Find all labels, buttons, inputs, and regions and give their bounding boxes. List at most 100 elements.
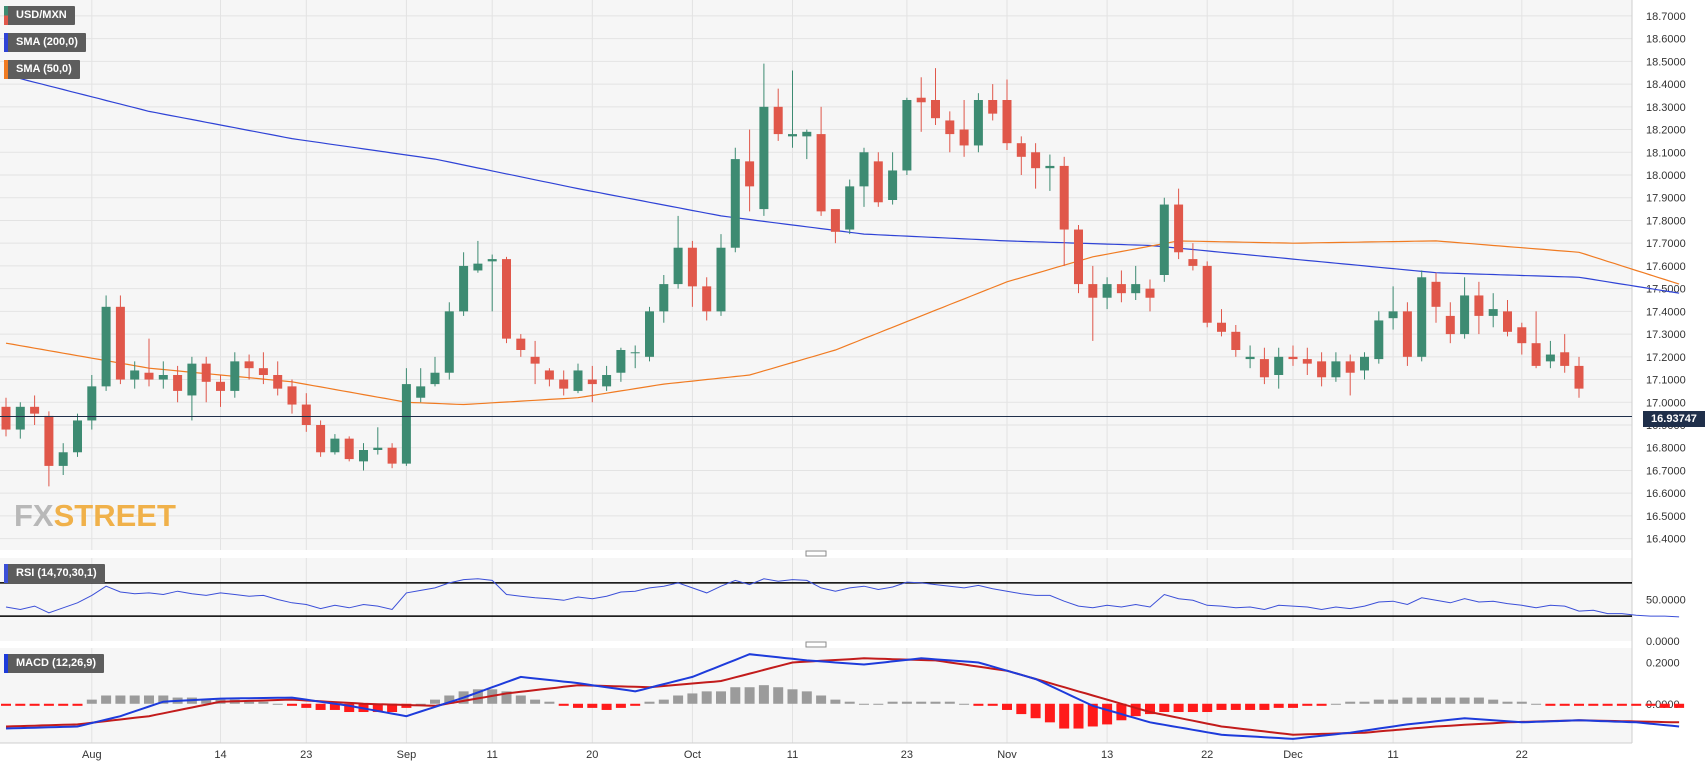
legend-macd[interactable]: MACD (12,26,9) <box>4 654 105 673</box>
legend-rsi[interactable]: RSI (14,70,30,1) <box>4 564 105 583</box>
y-tick-label: 18.0000 <box>1646 170 1686 182</box>
macd-histogram-bar <box>58 703 69 706</box>
fxstreet-logo: FXSTREET <box>14 498 176 534</box>
rsi-line <box>5 578 1680 618</box>
macd-histogram-bar <box>1273 703 1284 708</box>
macd-histogram-bar <box>344 703 355 713</box>
candle-body <box>773 106 783 135</box>
macd-histogram-bar <box>515 695 526 704</box>
legend-sma50[interactable]: SMA (50,0) <box>4 60 80 79</box>
macd-histogram-bar <box>501 691 512 704</box>
candle-body <box>230 361 240 391</box>
candle-body <box>630 352 640 354</box>
macd-histogram-bar <box>1002 703 1012 710</box>
macd-histogram-bar <box>201 699 212 704</box>
macd-histogram-bar <box>1087 703 1098 727</box>
legend-sma200[interactable]: SMA (200,0) <box>4 33 86 52</box>
macd-histogram-bar <box>1159 703 1170 713</box>
macd-histogram-bar <box>1459 697 1470 704</box>
macd-histogram-bar <box>987 703 998 706</box>
candle-body <box>1002 100 1012 144</box>
macd-histogram-bar <box>1645 703 1656 706</box>
resize-handle-1[interactable] <box>805 550 827 557</box>
candle-body <box>1145 288 1155 298</box>
legend-sma50-label: SMA (50,0) <box>16 63 72 75</box>
y-tick-label: 16.8000 <box>1646 443 1686 455</box>
candle-body <box>1174 204 1184 253</box>
candle-body <box>659 284 669 312</box>
y-tick-label: 17.9000 <box>1646 193 1686 205</box>
macd-histogram-bar <box>615 703 626 708</box>
y-tick-label: 18.6000 <box>1646 34 1686 46</box>
candle-body <box>1388 311 1398 319</box>
candle-body <box>101 306 111 387</box>
macd-histogram-bar <box>129 695 140 704</box>
candle-body <box>1159 204 1169 275</box>
macd-signal-line <box>5 657 1680 736</box>
candle-body <box>730 159 740 248</box>
macd-histogram-bar <box>1345 701 1356 704</box>
candle-body <box>759 106 769 210</box>
y-tick-label: 18.5000 <box>1646 56 1686 68</box>
macd-histogram-bar <box>1173 703 1184 713</box>
candle-body <box>1317 361 1327 378</box>
legend-symbol[interactable]: USD/MXN <box>4 6 75 25</box>
macd-histogram-bar <box>773 687 784 704</box>
macd-histogram-bar <box>730 687 741 704</box>
candle-body <box>802 131 812 137</box>
candle-body <box>1245 356 1255 360</box>
candle-body <box>58 452 68 466</box>
candle-body <box>502 259 511 339</box>
macd-histogram-bar <box>1416 697 1427 704</box>
macd-histogram-bar <box>844 701 855 704</box>
macd-histogram-bar <box>658 699 669 704</box>
x-tick-label: Dec <box>1283 749 1303 761</box>
candle-body <box>945 120 955 135</box>
candle-body <box>401 384 411 464</box>
x-tick-label: 20 <box>586 749 598 761</box>
macd-histogram-bar <box>1102 703 1113 725</box>
macd-histogram-bar <box>716 691 726 704</box>
macd-histogram-bar <box>244 701 255 704</box>
candle-body <box>273 375 283 389</box>
candle-body <box>216 381 225 391</box>
candle-body <box>602 375 612 387</box>
macd-histogram-bar <box>258 701 269 704</box>
macd-histogram-bar <box>1059 703 1070 729</box>
macd-histogram-bar <box>644 701 655 704</box>
macd-series: 0.20000.0000 <box>1 653 1685 740</box>
y-tick-label: 17.2000 <box>1646 352 1686 364</box>
rsi-tick-label: 0.0000 <box>1646 636 1680 648</box>
y-tick-label: 16.4000 <box>1646 534 1686 546</box>
candle-body <box>287 386 297 405</box>
y-tick-label: 17.4000 <box>1646 306 1686 318</box>
candle-body <box>1231 331 1241 350</box>
macd-histogram-bar <box>530 699 541 704</box>
candle-body <box>173 375 183 391</box>
x-tick-label: 22 <box>1201 749 1213 761</box>
macd-histogram-bar <box>916 701 927 704</box>
macd-histogram-bar <box>1431 697 1441 704</box>
candle-body <box>130 370 140 380</box>
candle-body <box>1374 320 1384 360</box>
legend-symbol-swatch <box>4 6 8 25</box>
y-tick-label: 17.1000 <box>1646 375 1686 387</box>
macd-histogram-bar <box>1531 703 1542 705</box>
candle-body <box>530 356 540 364</box>
macd-histogram-bar <box>1245 703 1256 710</box>
y-tick-label: 17.7000 <box>1646 238 1686 250</box>
macd-histogram-bar <box>1016 703 1027 715</box>
macd-histogram-bar <box>444 695 455 704</box>
candle-body <box>902 100 912 171</box>
macd-histogram-bar <box>1559 703 1570 706</box>
macd-histogram-bar <box>1674 703 1685 708</box>
candle-body <box>988 100 998 114</box>
macd-histogram-bar <box>372 703 383 713</box>
candle-body <box>316 425 326 453</box>
candle-body <box>931 100 940 119</box>
candle-body <box>301 404 311 425</box>
macd-histogram-bar <box>701 691 712 704</box>
resize-handle-2[interactable] <box>805 641 827 648</box>
x-tick-label: 11 <box>486 749 497 761</box>
y-tick-label: 18.1000 <box>1646 147 1686 159</box>
